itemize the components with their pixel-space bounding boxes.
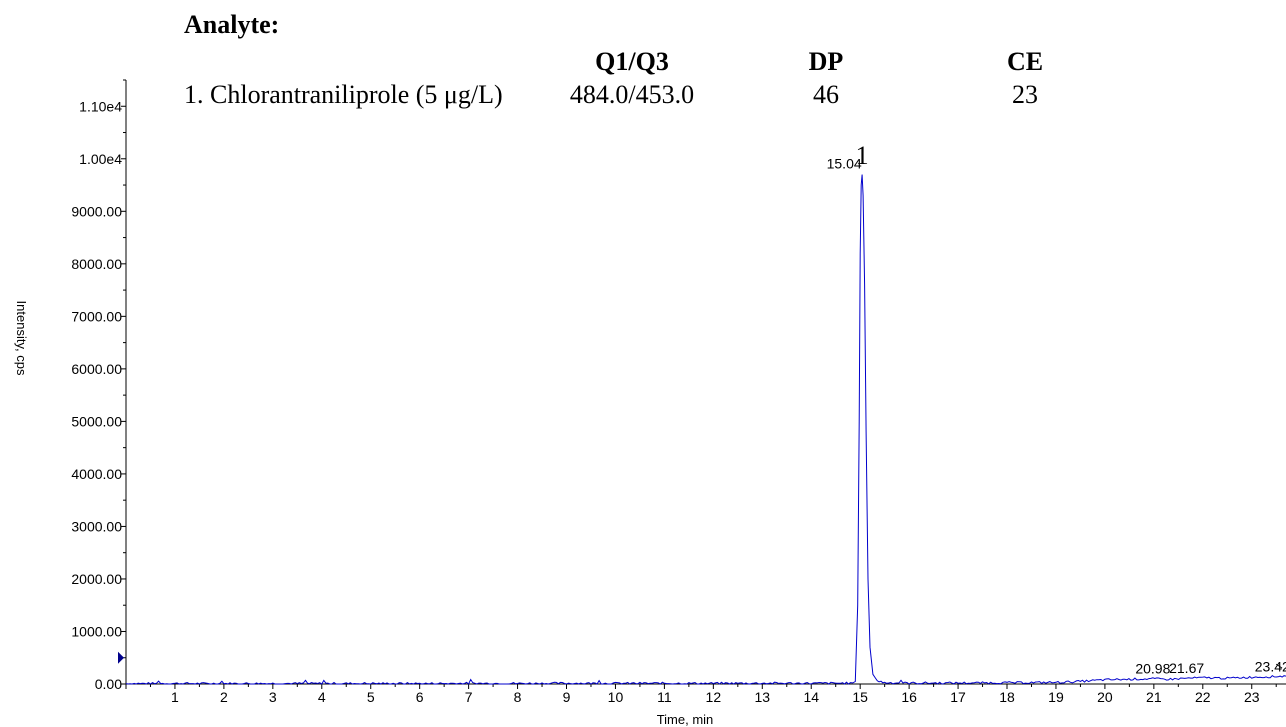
- x-tick-label: 18: [999, 689, 1015, 705]
- x-tick-label: 14: [803, 689, 819, 705]
- column-header-ce: CE: [1007, 47, 1043, 76]
- x-tick-label: 7: [465, 689, 473, 705]
- y-tick-label: 8000.00: [71, 256, 122, 272]
- x-tick-label: 9: [563, 689, 571, 705]
- x-tick-label: 20: [1097, 689, 1113, 705]
- series-group: [125, 174, 1286, 685]
- axes: 0.00 1000.00 2000.00 3000.00 4000.00 5000.00 6…: [71, 79, 1286, 705]
- x-axis-title: Time, min: [657, 712, 714, 727]
- y-tick-label: 0.00: [95, 676, 122, 692]
- x-tick-label: 22: [1195, 689, 1211, 705]
- x-tick-label: 19: [1048, 689, 1064, 705]
- x-tick-label: 17: [950, 689, 966, 705]
- analyte-name: 1. Chlorantraniliprole (5 μg/L): [184, 80, 503, 109]
- x-tick-label: 6: [416, 689, 424, 705]
- analyte-heading: Analyte:: [184, 10, 279, 39]
- x-tick-label: 8: [514, 689, 522, 705]
- peak-label: 23.42: [1255, 659, 1286, 675]
- peak-label: 21.67: [1169, 660, 1204, 676]
- y-tick-label: 2000.00: [71, 571, 122, 587]
- x-tick-label: 15: [852, 689, 868, 705]
- y-tick-label: 1.10e4: [79, 98, 122, 114]
- analyte-q1q3: 484.0/453.0: [570, 80, 694, 109]
- analyte-ce: 23: [1012, 80, 1038, 109]
- x-tick-label: 4: [318, 689, 326, 705]
- x-tick-label: 2: [220, 689, 228, 705]
- baseline-marker-icon: [118, 651, 124, 664]
- x-tick-label: 21: [1146, 689, 1162, 705]
- x-tick-label: 23: [1244, 689, 1260, 705]
- x-tick-label: 1: [171, 689, 179, 705]
- label-leader-line: [1275, 663, 1283, 669]
- column-header-q1q3: Q1/Q3: [595, 47, 669, 76]
- column-header-dp: DP: [809, 47, 844, 76]
- y-tick-label: 7000.00: [71, 308, 122, 324]
- y-axis-title: Intensity, cps: [14, 301, 29, 376]
- x-tick-label: 3: [269, 689, 277, 705]
- analyte-dp: 46: [813, 80, 839, 109]
- y-tick-label: 1000.00: [71, 623, 122, 639]
- x-tick-label: 16: [901, 689, 917, 705]
- y-tick-label: 3000.00: [71, 518, 122, 534]
- y-tick-label: 1.00e4: [79, 151, 122, 167]
- x-tick-label: 12: [706, 689, 722, 705]
- peak-label: 15.04: [827, 156, 862, 172]
- y-tick-label: 6000.00: [71, 361, 122, 377]
- series-line-0: [125, 174, 1286, 685]
- x-tick-label: 11: [657, 689, 672, 705]
- y-tick-label: 4000.00: [71, 466, 122, 482]
- y-tick-label: 9000.00: [71, 203, 122, 219]
- x-tick-label: 13: [754, 689, 770, 705]
- x-tick-label: 5: [367, 689, 375, 705]
- y-tick-label: 5000.00: [71, 413, 122, 429]
- x-tick-label: 10: [608, 689, 624, 705]
- peak-label: 20.98: [1135, 661, 1170, 677]
- peak-number: 1: [856, 141, 869, 170]
